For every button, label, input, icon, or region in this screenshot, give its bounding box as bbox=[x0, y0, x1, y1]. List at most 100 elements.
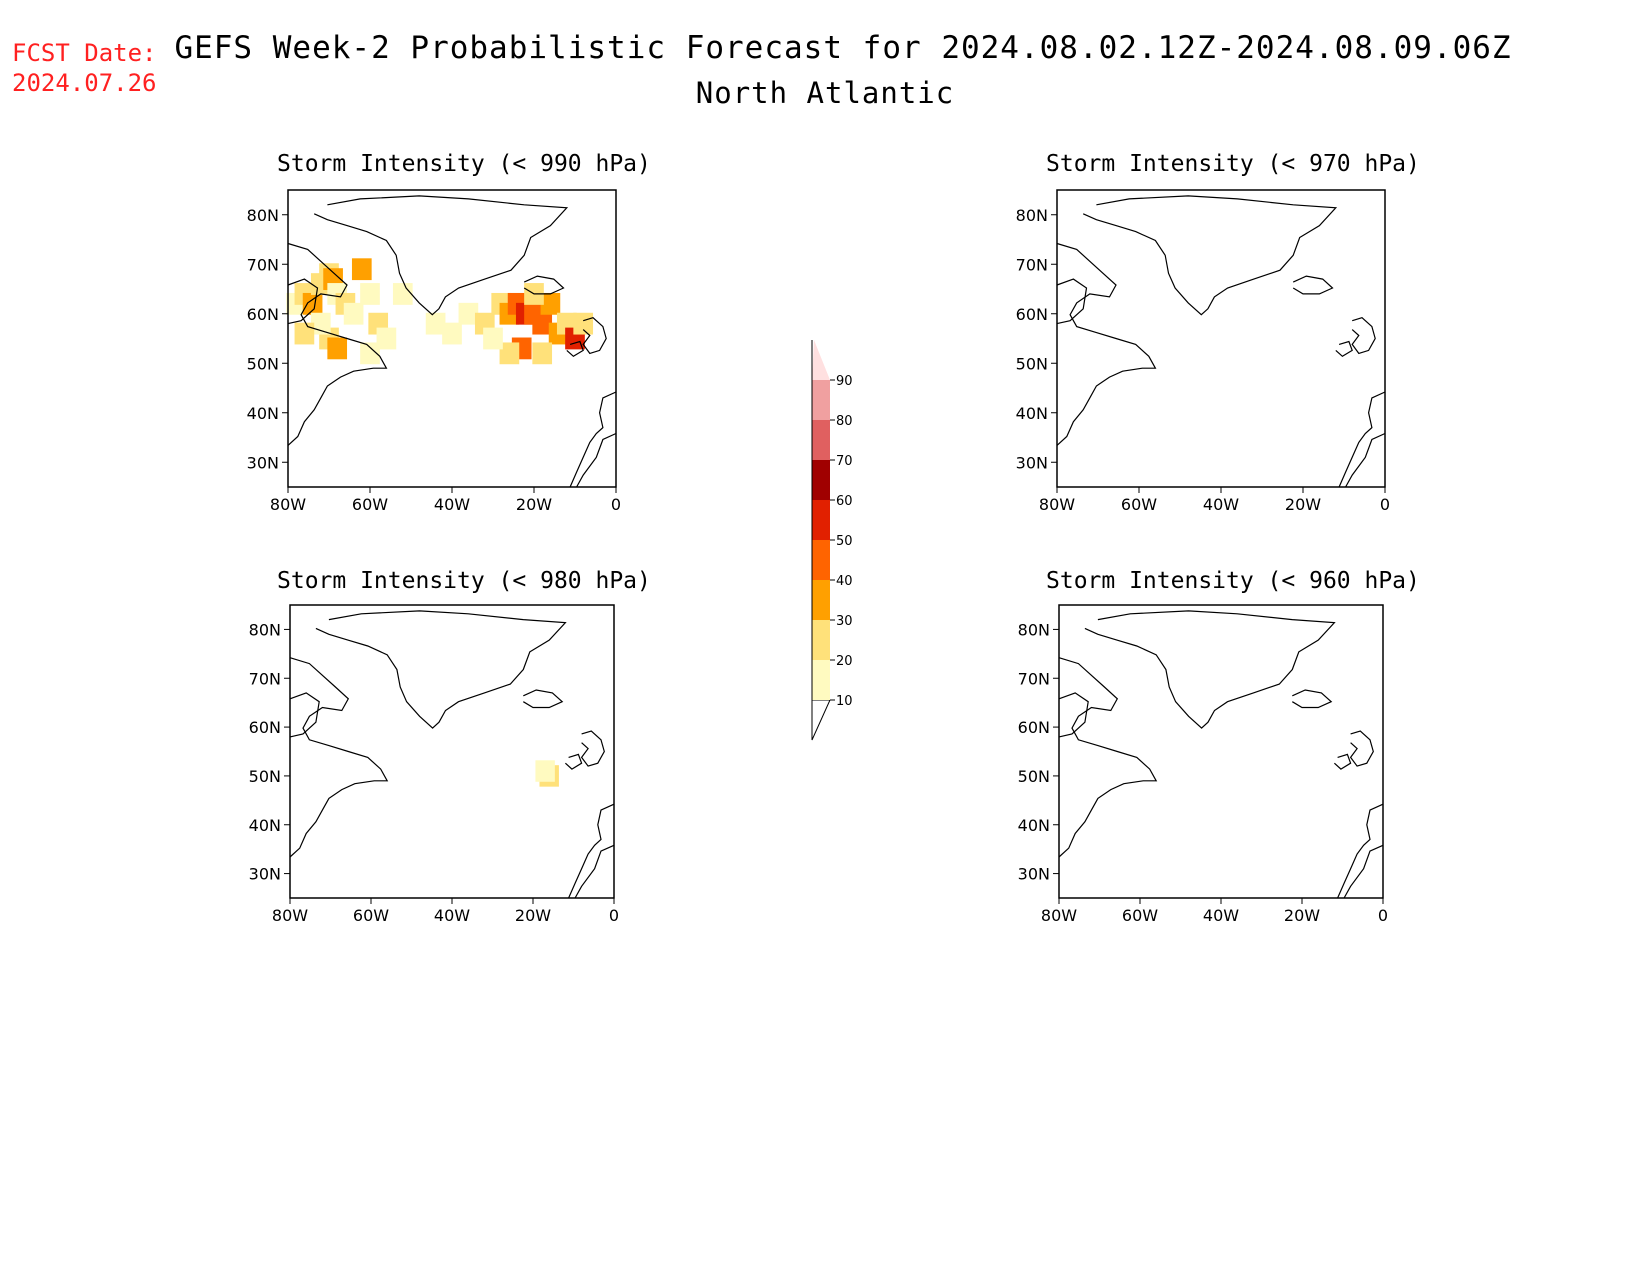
probability-cell bbox=[425, 312, 446, 335]
probability-cell bbox=[573, 312, 594, 335]
lon-label: 20W bbox=[515, 906, 551, 925]
map-frame bbox=[289, 604, 615, 899]
lon-label: 60W bbox=[1122, 906, 1158, 925]
lat-label: 40N bbox=[1016, 404, 1048, 423]
probability-cell bbox=[532, 312, 553, 335]
colorbar-label: 40 bbox=[836, 574, 853, 589]
lon-label: 40W bbox=[1203, 906, 1239, 925]
lat-label: 80N bbox=[1016, 206, 1048, 225]
coastline bbox=[289, 692, 320, 738]
map-panel-970: 80N 70N 60N 50N 40N 30N 80W 60W 40W 20W 0 bbox=[1016, 189, 1390, 514]
lat-label: 70N bbox=[249, 669, 281, 688]
coastline bbox=[523, 275, 565, 295]
probability-cell bbox=[294, 322, 315, 345]
coastline bbox=[568, 803, 615, 899]
lon-label: 20W bbox=[516, 495, 552, 514]
lat-label: 50N bbox=[249, 767, 281, 786]
colorbar-segment bbox=[812, 460, 830, 500]
fcst-date: 2024.07.26 bbox=[12, 69, 157, 97]
lon-label: 0 bbox=[1378, 906, 1388, 925]
fcst-label: FCST Date: bbox=[12, 39, 157, 67]
lat-label: 30N bbox=[247, 453, 279, 472]
probability-cell bbox=[392, 283, 413, 305]
probability-cell bbox=[499, 342, 520, 365]
lon-label: 40W bbox=[434, 906, 470, 925]
coastline bbox=[1345, 432, 1386, 488]
colorbar-segment bbox=[812, 380, 830, 420]
colorbar-lower-triangle bbox=[811, 699, 831, 741]
probability-cell bbox=[540, 292, 561, 315]
lat-label: 40N bbox=[247, 404, 279, 423]
probability-cell bbox=[483, 327, 503, 350]
coastline bbox=[1349, 730, 1374, 767]
lon-label: 60W bbox=[353, 906, 389, 925]
coastline bbox=[1291, 689, 1333, 709]
probability-cell bbox=[532, 342, 553, 365]
coastline bbox=[287, 278, 319, 325]
lon-label: 0 bbox=[609, 906, 619, 925]
coastline bbox=[574, 844, 615, 899]
colorbar-segment bbox=[812, 580, 830, 620]
page-title: GEFS Week-2 Probabilistic Forecast for 2… bbox=[0, 30, 1650, 66]
probability-cell bbox=[376, 327, 397, 350]
lat-label: 60N bbox=[1016, 305, 1048, 324]
lon-label: 80W bbox=[1041, 906, 1077, 925]
map-frame bbox=[1058, 604, 1384, 899]
colorbar-segment bbox=[812, 620, 830, 660]
coastline bbox=[576, 432, 617, 488]
colorbar-segment bbox=[812, 660, 830, 700]
probability-cell bbox=[458, 302, 479, 325]
coastline bbox=[313, 195, 569, 316]
coastline bbox=[315, 610, 567, 729]
lat-label: 70N bbox=[247, 255, 279, 274]
coastline bbox=[1056, 242, 1157, 446]
lon-label: 40W bbox=[1203, 495, 1239, 514]
panel-title-990: Storm Intensity (< 990 hPa) bbox=[277, 151, 651, 177]
probability-cell bbox=[535, 760, 555, 782]
map-panel-990: 80N 70N 60N 50N 40N 30N 80W 60W 40W 20W 0 bbox=[247, 189, 621, 514]
panel-title-970: Storm Intensity (< 970 hPa) bbox=[1046, 151, 1420, 177]
page-title-text: GEFS Week-2 Probabilistic Forecast for 2… bbox=[174, 30, 1512, 66]
coastline bbox=[569, 391, 617, 488]
colorbar-segment bbox=[812, 420, 830, 460]
lat-label: 70N bbox=[1018, 669, 1050, 688]
colorbar-label: 80 bbox=[836, 414, 853, 429]
probability-cell bbox=[360, 283, 380, 305]
lat-label: 40N bbox=[1018, 816, 1050, 835]
coastline bbox=[1335, 340, 1353, 358]
map-panel-960: 80N 70N 60N 50N 40N 30N 80W 60W 40W 20W 0 bbox=[1018, 604, 1388, 925]
probability-cell bbox=[360, 342, 380, 365]
lon-label: 20W bbox=[1285, 495, 1321, 514]
coastline bbox=[564, 753, 583, 770]
coastline bbox=[1343, 844, 1384, 899]
lat-label: 40N bbox=[249, 816, 281, 835]
lon-label: 80W bbox=[1039, 495, 1075, 514]
lon-label: 80W bbox=[270, 495, 306, 514]
lat-label: 60N bbox=[249, 718, 281, 737]
probability-cell bbox=[351, 258, 372, 281]
coastline bbox=[1337, 803, 1384, 899]
lon-label: 0 bbox=[1380, 495, 1390, 514]
colorbar-label: 90 bbox=[836, 374, 853, 389]
lon-label: 40W bbox=[434, 495, 470, 514]
probability-cell bbox=[302, 292, 323, 315]
panel-title-960: Storm Intensity (< 960 hPa) bbox=[1046, 568, 1420, 594]
lat-label: 80N bbox=[1018, 620, 1050, 639]
panel-title-980: Storm Intensity (< 980 hPa) bbox=[277, 568, 651, 594]
lat-label: 80N bbox=[247, 206, 279, 225]
coastline bbox=[580, 730, 605, 767]
colorbar-label: 50 bbox=[836, 534, 853, 549]
coastline bbox=[1084, 610, 1336, 729]
coastline bbox=[289, 657, 389, 858]
colorbar-label: 60 bbox=[836, 494, 853, 509]
lat-label: 30N bbox=[1018, 865, 1050, 884]
lat-label: 60N bbox=[247, 305, 279, 324]
page-subtitle: North Atlantic bbox=[695, 76, 955, 110]
coastline bbox=[287, 242, 388, 446]
coastline bbox=[1333, 753, 1352, 770]
lon-label: 60W bbox=[1121, 495, 1157, 514]
lat-label: 80N bbox=[249, 620, 281, 639]
coastline bbox=[1338, 391, 1386, 488]
colorbar-label: 70 bbox=[836, 454, 853, 469]
lon-label: 60W bbox=[352, 495, 388, 514]
